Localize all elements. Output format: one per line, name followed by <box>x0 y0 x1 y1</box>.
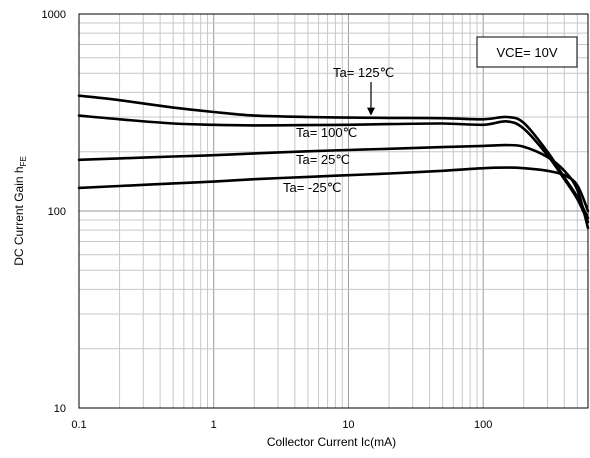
series-line-ta-125 <box>77 94 590 220</box>
series-label-ta-25: Ta= -25℃ <box>283 180 341 195</box>
series-label-ta-100: Ta= 100℃ <box>296 125 357 140</box>
y-axis-label-subscript: FE <box>19 156 28 166</box>
series-layer <box>77 94 590 230</box>
series-line-ta-100 <box>77 114 590 224</box>
annotations: Ta= 125℃ Ta= 100℃ Ta= 25℃ Ta= -25℃ <box>283 65 394 195</box>
x-tick-label: 0.1 <box>71 419 86 431</box>
series-label-ta-25: Ta= 25℃ <box>296 152 350 167</box>
y-axis-label: DC Current Gain hFE <box>12 156 28 266</box>
series-line-ta-25 <box>77 143 590 230</box>
tick-labels: 0.1 1 10 100 10 100 1000 <box>42 9 493 431</box>
x-tick-label: 10 <box>342 419 354 431</box>
series-line-ta-25 <box>77 166 590 213</box>
x-tick-label: 1 <box>211 419 217 431</box>
y-tick-label: 100 <box>48 206 66 218</box>
x-axis-label: Collector Current Ic(mA) <box>267 435 396 449</box>
y-axis-label-main: DC Current Gain h <box>12 166 26 265</box>
condition-box <box>476 36 578 68</box>
annotation-arrow-head <box>367 107 375 116</box>
series-label-ta-125: Ta= 125℃ <box>333 65 394 80</box>
y-tick-label: 1000 <box>42 9 66 21</box>
y-tick-label: 10 <box>54 403 66 415</box>
x-tick-label: 100 <box>474 419 492 431</box>
condition-label: VCE= 10V <box>496 45 557 60</box>
grid <box>79 14 588 408</box>
